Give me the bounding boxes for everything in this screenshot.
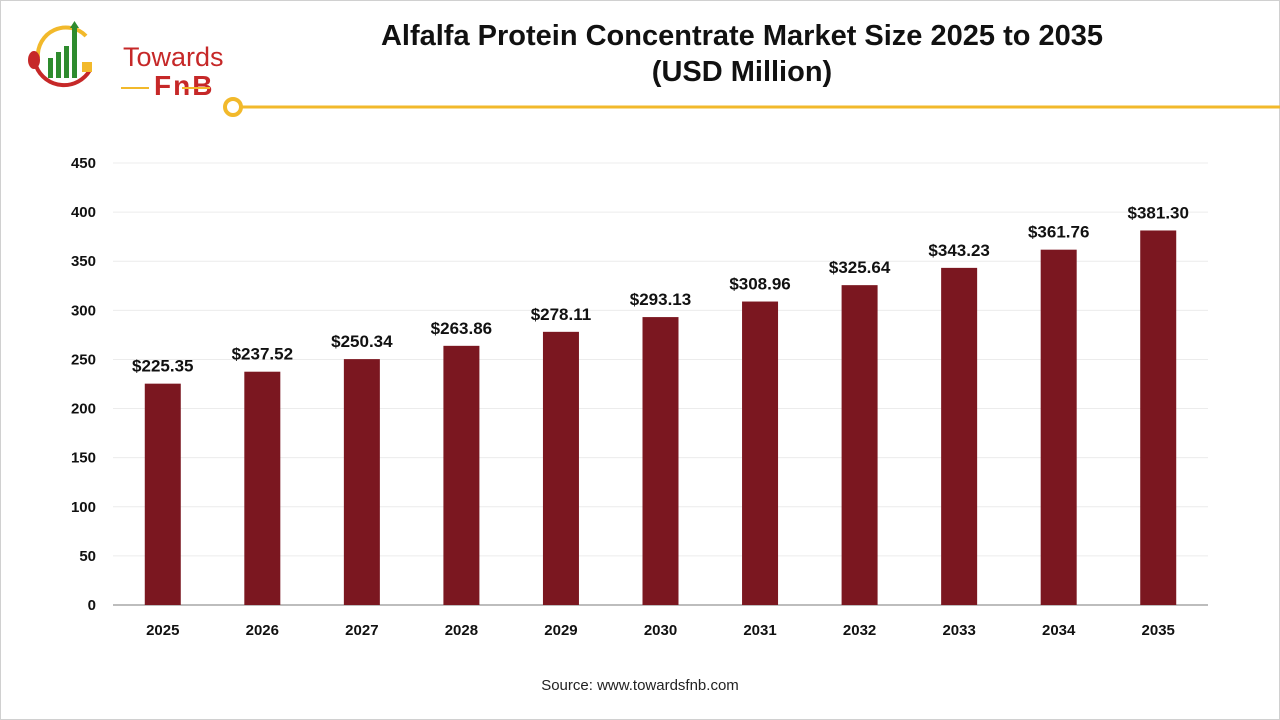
data-label: $308.96 <box>729 275 790 294</box>
chart-title: Alfalfa Protein Concentrate Market Size … <box>380 20 1104 52</box>
y-tick-label: 250 <box>71 351 96 368</box>
bar-2031 <box>742 301 779 605</box>
y-tick-label: 200 <box>71 401 96 418</box>
x-tick-label: 2032 <box>843 622 876 639</box>
x-tick-label: 2029 <box>544 622 577 639</box>
x-tick-label: 2033 <box>942 622 975 639</box>
y-tick-label: 150 <box>71 450 96 467</box>
bar-2034 <box>1040 249 1077 605</box>
y-tick-label: 450 <box>71 155 96 172</box>
bar-2027 <box>343 359 380 605</box>
x-tick-label: 2027 <box>345 622 378 639</box>
x-tick-label: 2034 <box>1042 622 1076 639</box>
data-label: $250.34 <box>331 332 393 351</box>
data-label: $225.35 <box>132 357 193 376</box>
chart-title-block: Alfalfa Protein Concentrate Market Size … <box>300 18 1184 90</box>
data-label: $361.76 <box>1028 223 1089 242</box>
bar-2032 <box>841 285 878 605</box>
bar-2029 <box>542 331 579 605</box>
data-label: $263.86 <box>431 319 492 338</box>
data-label: $293.13 <box>630 290 691 309</box>
source-note: Source: www.towardsfnb.com <box>541 677 739 694</box>
bar-2028 <box>443 345 480 605</box>
x-tick-label: 2028 <box>445 622 478 639</box>
logo-divider <box>182 87 210 89</box>
x-tick-label: 2031 <box>743 622 776 639</box>
data-label: $343.23 <box>928 241 989 260</box>
logo-text-towards: Towards <box>123 42 224 72</box>
bar-2026 <box>244 371 281 605</box>
data-label: $237.52 <box>232 345 293 364</box>
logo-divider <box>121 87 149 89</box>
bar-2030 <box>642 317 679 605</box>
y-tick-label: 50 <box>79 548 96 565</box>
x-tick-label: 2035 <box>1142 622 1175 639</box>
y-tick-label: 0 <box>88 597 96 614</box>
y-tick-label: 400 <box>71 204 96 221</box>
chart-subtitle: (USD Million) <box>651 56 833 88</box>
y-tick-label: 100 <box>71 499 96 516</box>
x-tick-label: 2030 <box>644 622 677 639</box>
x-tick-label: 2025 <box>146 622 179 639</box>
header-accent-dot <box>223 97 243 117</box>
data-label: $325.64 <box>829 258 891 277</box>
logo-text-fnb: FnB <box>154 70 215 101</box>
logo-icon <box>28 21 92 88</box>
bar-2025 <box>144 383 181 605</box>
x-tick-label: 2026 <box>246 622 279 639</box>
data-label: $381.30 <box>1128 203 1189 222</box>
towards-fnb-logo: Towards FnB <box>26 18 224 101</box>
bar-2033 <box>941 267 978 605</box>
y-tick-label: 350 <box>71 253 96 270</box>
bar-2035 <box>1140 230 1177 605</box>
y-tick-label: 300 <box>71 302 96 319</box>
data-label: $278.11 <box>531 305 592 324</box>
